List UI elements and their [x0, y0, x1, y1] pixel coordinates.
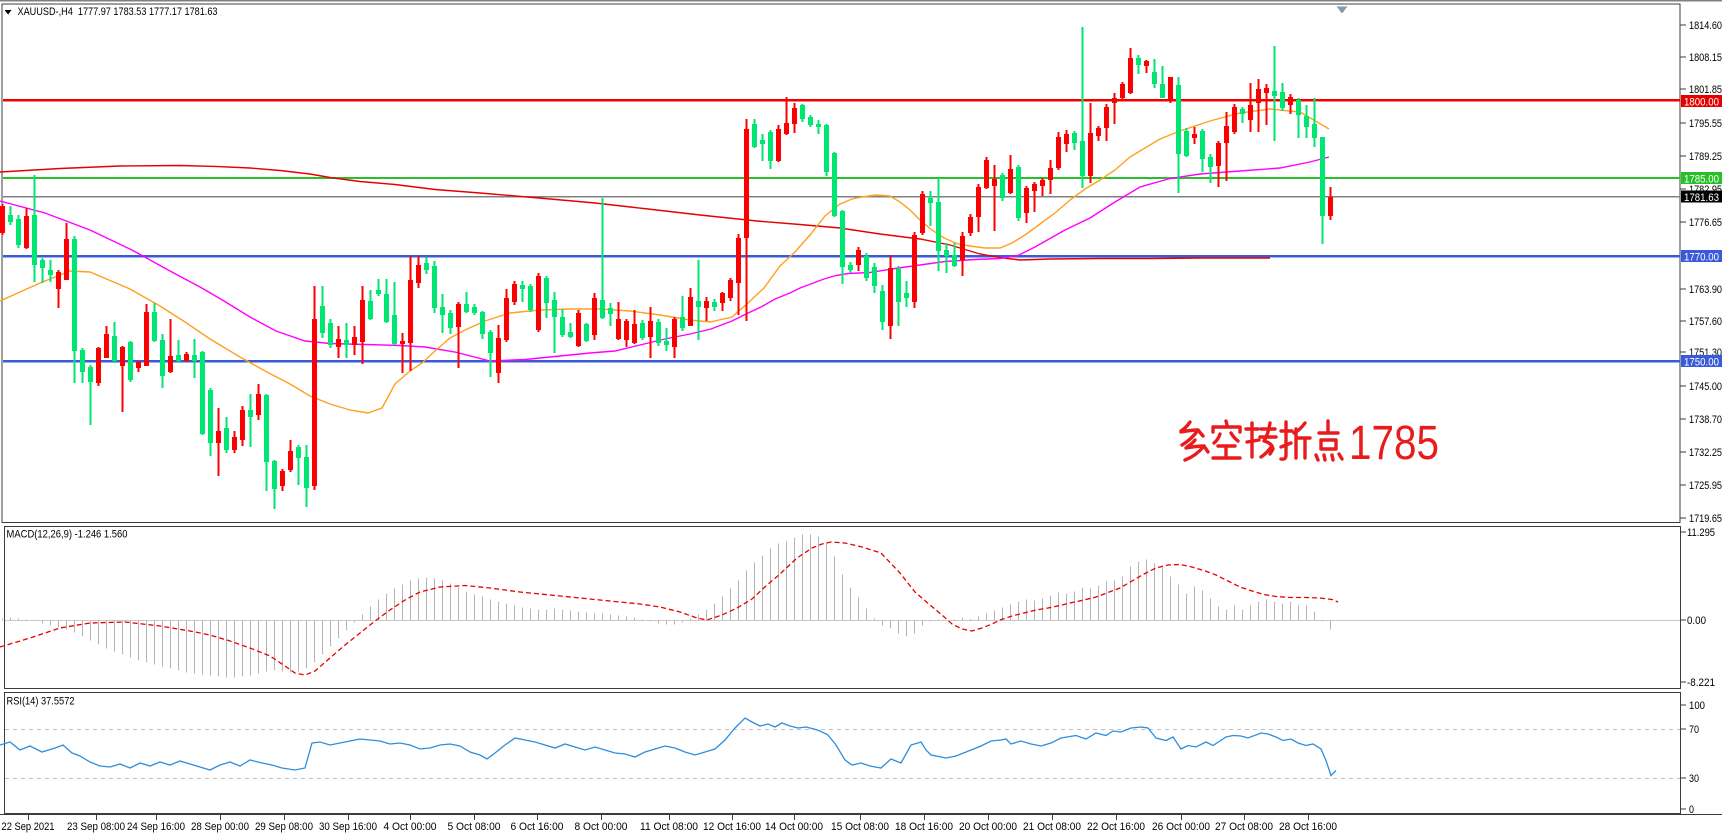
svg-text:20 Oct 00:00: 20 Oct 00:00: [959, 821, 1017, 833]
svg-text:27 Oct 08:00: 27 Oct 08:00: [1215, 821, 1273, 833]
svg-text:21 Oct 08:00: 21 Oct 08:00: [1023, 821, 1081, 833]
svg-text:70: 70: [1689, 724, 1699, 736]
svg-text:1745.00: 1745.00: [1689, 381, 1722, 393]
svg-text:1801.85: 1801.85: [1689, 84, 1722, 96]
svg-text:8 Oct 00:00: 8 Oct 00:00: [575, 821, 628, 833]
svg-text:0.00: 0.00: [1687, 615, 1706, 627]
svg-text:11 Oct 08:00: 11 Oct 08:00: [640, 821, 698, 833]
svg-text:1763.90: 1763.90: [1689, 284, 1722, 296]
svg-text:28 Oct 16:00: 28 Oct 16:00: [1279, 821, 1337, 833]
svg-text:1719.65: 1719.65: [1689, 513, 1722, 525]
svg-text:1725.95: 1725.95: [1689, 480, 1722, 492]
svg-text:30 Sep 16:00: 30 Sep 16:00: [319, 821, 377, 833]
svg-text:100: 100: [1689, 700, 1705, 712]
svg-text:14 Oct 00:00: 14 Oct 00:00: [765, 821, 823, 833]
svg-text:1808.15: 1808.15: [1689, 52, 1722, 64]
svg-text:1781.63: 1781.63: [1684, 192, 1719, 204]
svg-text:1814.60: 1814.60: [1689, 20, 1722, 32]
svg-text:XAUUSD-,H4 1777.97 1783.53 17: XAUUSD-,H4 1777.97 1783.53 1777.17 1781.…: [18, 6, 218, 18]
svg-text:29 Sep 08:00: 29 Sep 08:00: [255, 821, 313, 833]
svg-text:1757.60: 1757.60: [1689, 316, 1722, 328]
svg-text:28 Sep 00:00: 28 Sep 00:00: [191, 821, 249, 833]
svg-text:30: 30: [1689, 773, 1699, 785]
svg-text:26 Oct 00:00: 26 Oct 00:00: [1152, 821, 1210, 833]
svg-text:12 Oct 16:00: 12 Oct 16:00: [703, 821, 761, 833]
svg-text:6 Oct 16:00: 6 Oct 16:00: [511, 821, 564, 833]
svg-text:1785.00: 1785.00: [1684, 174, 1719, 186]
svg-text:23 Sep 08:00: 23 Sep 08:00: [67, 821, 125, 833]
svg-text:MACD(12,26,9) -1.246 1.560: MACD(12,26,9) -1.246 1.560: [7, 529, 128, 541]
svg-text:1738.70: 1738.70: [1689, 414, 1722, 426]
svg-text:1770.00: 1770.00: [1684, 252, 1719, 264]
svg-text:18 Oct 16:00: 18 Oct 16:00: [895, 821, 953, 833]
svg-text:RSI(14) 37.5572: RSI(14) 37.5572: [7, 696, 75, 708]
svg-text:1776.65: 1776.65: [1689, 217, 1722, 229]
svg-text:22 Oct 16:00: 22 Oct 16:00: [1087, 821, 1145, 833]
svg-text:5 Oct 08:00: 5 Oct 08:00: [448, 821, 501, 833]
svg-text:1795.55: 1795.55: [1689, 118, 1722, 130]
svg-text:15 Oct 08:00: 15 Oct 08:00: [831, 821, 889, 833]
svg-text:1789.25: 1789.25: [1689, 151, 1722, 163]
svg-text:24 Sep 16:00: 24 Sep 16:00: [127, 821, 185, 833]
svg-text:1785: 1785: [1349, 417, 1439, 470]
svg-text:4 Oct 00:00: 4 Oct 00:00: [384, 821, 437, 833]
svg-text:1800.00: 1800.00: [1684, 97, 1719, 109]
svg-text:-8.221: -8.221: [1687, 677, 1715, 689]
svg-text:1750.00: 1750.00: [1684, 357, 1719, 369]
svg-text:1732.25: 1732.25: [1689, 447, 1722, 459]
svg-text:22 Sep 2021: 22 Sep 2021: [2, 821, 55, 833]
svg-text:0: 0: [1689, 804, 1694, 816]
svg-text:11.295: 11.295: [1687, 527, 1715, 539]
